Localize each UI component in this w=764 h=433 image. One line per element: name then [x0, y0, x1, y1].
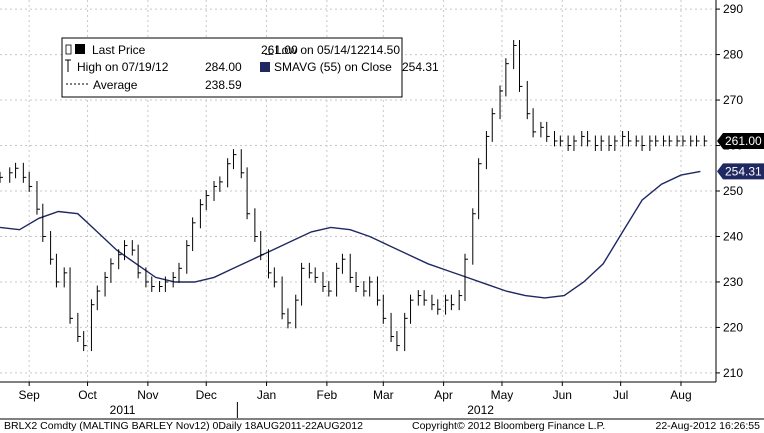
legend-average-value: 238.59: [205, 78, 242, 92]
y-tick-label: 290: [723, 2, 743, 16]
x-tick-label: Aug: [670, 388, 691, 402]
x-tick-label: Feb: [317, 388, 338, 402]
x-tick-label: Mar: [373, 388, 394, 402]
y-tick-label: 250: [723, 184, 743, 198]
price-tags: 261.00 254.31: [717, 132, 764, 180]
price-tag-badge: [717, 132, 764, 149]
legend-box: [61, 37, 403, 98]
price-tag-label: 261.00: [725, 134, 762, 148]
x-tick-label: Oct: [78, 388, 97, 402]
sma-line: [0, 170, 701, 299]
price-bars-layer: [0, 40, 708, 352]
x-tick-label: Dec: [196, 388, 217, 402]
legend-high-label: High on 07/19/12: [77, 60, 169, 74]
y-tick-label: 210: [723, 366, 743, 380]
sma-layer: [0, 170, 701, 299]
x-tick-label: Apr: [434, 388, 453, 402]
legend-low-value: 214.50: [363, 43, 400, 57]
footer-copyright: Copyright© 2012 Bloomberg Finance L.P.: [412, 420, 605, 432]
y-tick-label: 230: [723, 275, 743, 289]
x-tick-label: Jun: [553, 388, 572, 402]
y-tick-label: 270: [723, 93, 743, 107]
last-price-swatch-icon: [75, 44, 85, 54]
legend-average-label: Average: [93, 78, 138, 92]
footer-ticker: BRLX2 Comdty (MALTING BARLEY Nov12) 0Dai…: [4, 420, 363, 432]
footer-timestamp: 22-Aug-2012 16:26:55: [655, 420, 760, 432]
legend-last-price-value: 261.00: [261, 43, 298, 57]
year-labels: 2011 2012: [0, 402, 764, 420]
y-axis-ticks: 210220230240250260270280290: [716, 2, 743, 380]
x-tick-label: Jan: [257, 388, 276, 402]
y-tick-label: 240: [723, 229, 743, 243]
price-tag-badge: [717, 163, 764, 180]
legend-low-label: Low on 05/14/12: [275, 43, 364, 57]
x-axis-ticks: Sep Oct Nov Dec Jan Feb Mar Apr May Jun Jul Aug: [19, 382, 692, 402]
footer: BRLX2 Comdty (MALTING BARLEY Nov12) 0Dai…: [4, 420, 760, 432]
sma-swatch-icon: [260, 62, 270, 72]
legend-high-value: 284.00: [205, 60, 242, 74]
x-tick-label: Nov: [137, 388, 158, 402]
y-tick-label: 280: [723, 48, 743, 62]
legend-sma-label: SMAVG (55) on Close: [274, 60, 392, 74]
y-tick-label: 220: [723, 320, 743, 334]
year-label: 2011: [110, 403, 136, 417]
low-marker-icon: ⊥: [264, 44, 274, 58]
legend: Last Price 261.00 ⊥ Low on 05/14/12 214.…: [61, 37, 439, 98]
x-tick-label: May: [491, 388, 514, 402]
price-tag-label: 254.31: [725, 164, 762, 178]
legend-sma-value: 254.31: [402, 60, 439, 74]
x-tick-label: Jul: [613, 388, 628, 402]
legend-bar-icon: [65, 44, 72, 55]
x-tick-label: Sep: [19, 388, 41, 402]
year-label: 2012: [467, 403, 494, 417]
legend-last-price-label: Last Price: [92, 43, 146, 57]
